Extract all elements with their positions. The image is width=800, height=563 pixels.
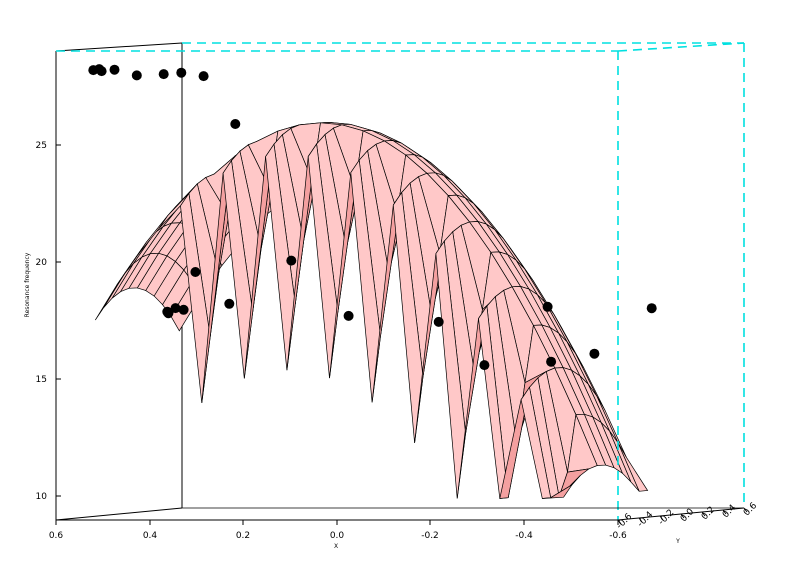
data-point bbox=[94, 64, 105, 75]
y-axis-label: Y bbox=[675, 538, 680, 545]
data-point bbox=[170, 303, 181, 314]
x-tick-label: 0.2 bbox=[236, 531, 250, 541]
x-tick-label: 0.6 bbox=[49, 531, 64, 541]
y-tick-label: 0.4 bbox=[721, 503, 738, 520]
y-tick-mark bbox=[722, 509, 727, 515]
right-top-edge bbox=[617, 42, 745, 52]
data-point bbox=[542, 301, 553, 312]
data-point bbox=[158, 69, 169, 80]
data-point bbox=[224, 298, 235, 309]
data-point bbox=[190, 267, 201, 277]
data-point bbox=[546, 356, 557, 367]
data-point bbox=[109, 64, 120, 75]
x-tick-label: -0.6 bbox=[609, 531, 627, 541]
y-tick-mark bbox=[701, 511, 706, 517]
y-tick-mark bbox=[617, 519, 622, 525]
surface-mesh bbox=[95, 122, 649, 499]
surface-facet bbox=[542, 484, 573, 499]
y-tick-label: 0.2 bbox=[700, 505, 717, 522]
x-tick-label: 0.4 bbox=[143, 531, 158, 541]
x-tick-label: -0.2 bbox=[421, 531, 439, 541]
y-tick-label: 0.0 bbox=[679, 507, 696, 524]
y-tick-label: -0.2 bbox=[657, 508, 676, 527]
y-tick-label: 0.6 bbox=[742, 501, 759, 518]
y-tick-mark bbox=[638, 517, 643, 523]
data-point bbox=[176, 67, 187, 78]
y-tick-mark bbox=[659, 515, 664, 521]
x-axis-label: X bbox=[334, 543, 338, 550]
z-axis-label: Resonance frequency bbox=[24, 252, 31, 317]
x-tick-label: 0.0 bbox=[330, 531, 345, 541]
data-point bbox=[589, 348, 600, 359]
z-tick-label: 10 bbox=[36, 492, 48, 502]
y-tick-label: -0.4 bbox=[636, 510, 656, 530]
data-point bbox=[131, 70, 142, 81]
data-point bbox=[479, 360, 490, 371]
z-tick-label: 25 bbox=[36, 141, 47, 151]
y-tick-mark bbox=[680, 513, 685, 519]
scatter-points bbox=[88, 64, 657, 371]
data-point bbox=[162, 306, 173, 317]
y-tick-label: -0.6 bbox=[615, 512, 635, 532]
data-point bbox=[178, 304, 189, 315]
data-point bbox=[286, 255, 297, 266]
z-tick-label: 20 bbox=[36, 258, 48, 268]
data-point bbox=[646, 303, 657, 314]
data-point bbox=[198, 71, 209, 82]
data-point bbox=[433, 316, 444, 327]
z-tick-label: 15 bbox=[36, 375, 47, 385]
y-tick-mark bbox=[743, 507, 748, 513]
data-point bbox=[230, 119, 241, 129]
back-left-top-edge bbox=[55, 42, 183, 52]
back-bottom-edge bbox=[55, 507, 183, 521]
x-tick-label: -0.4 bbox=[515, 531, 533, 541]
data-point bbox=[343, 310, 354, 321]
